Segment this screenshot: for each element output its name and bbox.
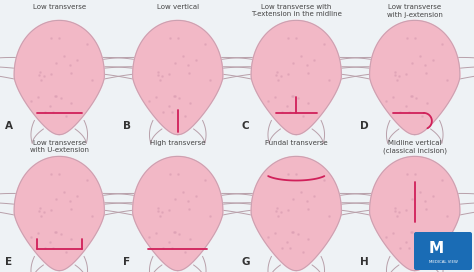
- Text: MEDICAL VIEW: MEDICAL VIEW: [428, 260, 457, 264]
- Polygon shape: [133, 156, 223, 271]
- Polygon shape: [370, 20, 460, 135]
- Polygon shape: [133, 20, 223, 135]
- Text: M: M: [429, 241, 444, 256]
- Text: H: H: [361, 257, 369, 267]
- Text: Low transverse with
T-extension in the midline: Low transverse with T-extension in the m…: [251, 4, 342, 17]
- Text: Low transverse
with j-extension: Low transverse with j-extension: [387, 4, 443, 17]
- Text: Low vertical: Low vertical: [157, 4, 199, 10]
- Text: D: D: [361, 121, 369, 131]
- Text: G: G: [242, 257, 250, 267]
- FancyBboxPatch shape: [414, 232, 472, 270]
- Text: Midline vertical
(classical incision): Midline vertical (classical incision): [383, 140, 447, 154]
- Polygon shape: [251, 156, 341, 271]
- Text: Fundal transverse: Fundal transverse: [265, 140, 328, 146]
- Polygon shape: [370, 156, 460, 271]
- Text: A: A: [5, 121, 13, 131]
- Polygon shape: [251, 20, 341, 135]
- Polygon shape: [14, 20, 104, 135]
- Text: High transverse: High transverse: [150, 140, 206, 146]
- Text: Low transverse
with U-extension: Low transverse with U-extension: [30, 140, 89, 153]
- Polygon shape: [14, 156, 104, 271]
- Text: Low transverse: Low transverse: [33, 4, 86, 10]
- Text: B: B: [124, 121, 131, 131]
- Text: C: C: [242, 121, 250, 131]
- Text: F: F: [124, 257, 131, 267]
- Text: E: E: [5, 257, 12, 267]
